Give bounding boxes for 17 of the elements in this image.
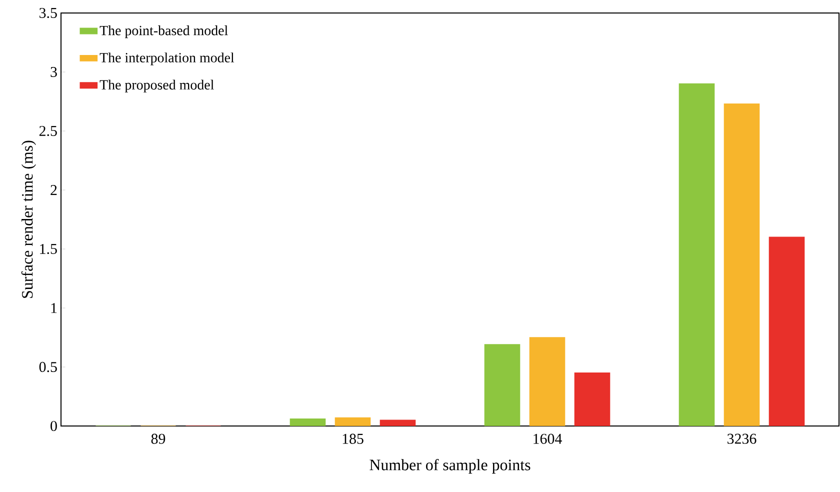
y-tick-label: 2.5: [39, 126, 57, 136]
legend-label: The interpolation model: [100, 52, 234, 66]
y-tick-label: 0.5: [39, 362, 57, 372]
x-tick-label: 185: [342, 434, 364, 444]
x-tick-label: 89: [151, 434, 166, 444]
legend-label: The point-based model: [100, 25, 228, 38]
y-tick-label: 3: [50, 66, 57, 78]
x-axis-title: Number of sample points: [370, 458, 530, 474]
y-tick-label: 2: [50, 185, 57, 195]
x-tick-label: 1604: [534, 434, 562, 444]
x-tick-label: 3236: [728, 434, 756, 444]
y-tick-label: 1.5: [40, 244, 57, 254]
y-tick-label: 3.5: [40, 8, 57, 18]
legend-label: The proposed model: [100, 80, 214, 92]
y-tick-label: 0: [50, 420, 57, 432]
y-axis-title: Surface render time (ms): [21, 140, 36, 298]
y-tick-label: 1: [51, 303, 57, 313]
